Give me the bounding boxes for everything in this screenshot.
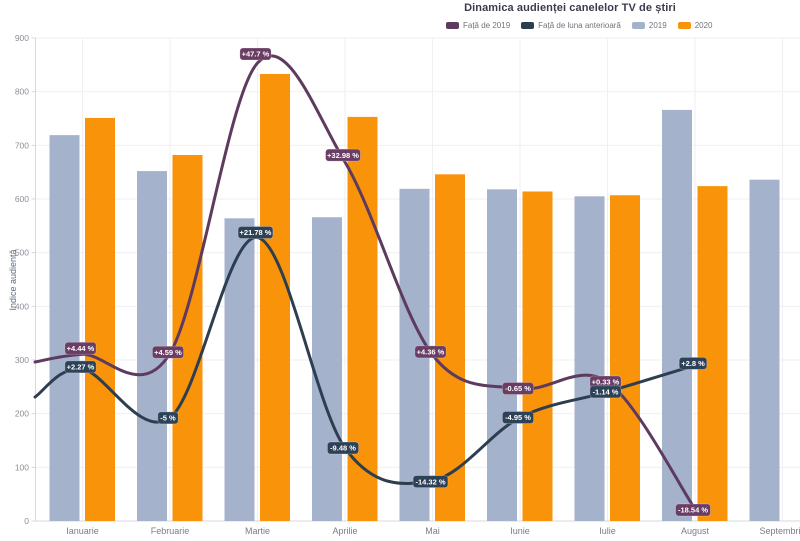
- svg-text:Septembrie: Septembrie: [759, 526, 800, 536]
- svg-text:200: 200: [15, 409, 29, 419]
- line-series-Față de 2019: [33, 54, 697, 511]
- svg-text:400: 400: [15, 301, 29, 311]
- legend-label: Față de 2019: [463, 21, 511, 30]
- y-axis-tick-labels: 0 100 200 300 400 500 600 700 800 900: [15, 33, 29, 526]
- svg-text:100: 100: [15, 462, 29, 472]
- data-label-badge: [157, 411, 179, 425]
- data-label-badge: [239, 47, 272, 61]
- bar-series-2019: [49, 109, 780, 522]
- svg-text:900: 900: [15, 33, 29, 43]
- bar-2020-August: [697, 186, 728, 521]
- bar-2019-Martie: [224, 218, 255, 521]
- bar-2020-Iunie: [522, 191, 553, 521]
- svg-text:600: 600: [15, 194, 29, 204]
- y-axis-title: Indice audiență: [8, 249, 18, 310]
- bar-2019-Septembrie: [749, 179, 780, 521]
- data-label-badge: [414, 345, 447, 359]
- svg-text:Iulie: Iulie: [599, 526, 616, 536]
- legend-swatch-orange-icon: [677, 22, 691, 29]
- data-label-text: -5 %: [160, 414, 176, 423]
- bar-2019-Iunie: [487, 189, 517, 521]
- bar-2019-Aprilie: [312, 217, 342, 521]
- legend-item-fata-de-2019[interactable]: Față de 2019: [446, 21, 510, 30]
- bar-2020-Martie: [260, 73, 290, 521]
- data-label-badge: [64, 341, 97, 355]
- data-label-text: +2.27 %: [67, 363, 95, 372]
- bar-2019-Ianuarie: [49, 135, 80, 522]
- svg-text:Ianuarie: Ianuarie: [66, 526, 99, 536]
- data-label-badge: [237, 226, 274, 239]
- data-label-text: -0.65 %: [505, 384, 531, 393]
- data-label-badge: [325, 148, 361, 162]
- chart-legend: Față de 2019 Față de luna anterioară 201…: [446, 21, 712, 30]
- data-label-text: +4.36 %: [417, 348, 445, 357]
- bar-2019-August: [662, 109, 692, 521]
- legend-item-fata-de-luna-anterioara[interactable]: Față de luna anterioară: [521, 21, 621, 30]
- data-label-text: -14.32 %: [415, 477, 445, 486]
- data-label-text: +4.59 %: [154, 348, 182, 357]
- data-label-text: +4.44 %: [67, 344, 95, 353]
- data-label-text: +47.7 %: [242, 50, 270, 59]
- bar-2019-Februarie: [137, 171, 167, 522]
- svg-text:0: 0: [24, 516, 29, 526]
- legend-item-2019[interactable]: 2019: [631, 21, 667, 30]
- data-label-badge: [152, 345, 184, 359]
- data-label-badges-Față de luna anterioară: +2.27 % -5 % +21.78 % -9.48 % -14.32 % -4.95 …: [64, 226, 708, 488]
- legend-label: 2019: [648, 21, 667, 30]
- data-label-badge: [502, 411, 534, 424]
- data-label-badge: [675, 503, 711, 517]
- legend-label: Față de luna anterioară: [538, 21, 621, 30]
- data-label-text: +21.78 %: [240, 228, 272, 237]
- bar-2020-Ianuarie: [85, 117, 115, 522]
- data-label-badge: [412, 475, 449, 488]
- svg-text:Martie: Martie: [245, 526, 270, 536]
- legend-swatch-purple-icon: [446, 22, 459, 29]
- svg-text:Februarie: Februarie: [151, 526, 190, 536]
- data-label-text: -4.95 %: [505, 413, 531, 422]
- data-label-text: +32.98 %: [327, 151, 359, 160]
- data-label-text: +2.8 %: [681, 359, 705, 368]
- data-label-text: -1.14 %: [593, 388, 619, 397]
- data-label-text: +0.33 %: [592, 378, 620, 387]
- legend-label: 2020: [694, 21, 713, 30]
- svg-text:Iunie: Iunie: [510, 526, 530, 536]
- svg-text:500: 500: [15, 248, 29, 258]
- svg-text:300: 300: [15, 355, 29, 365]
- bar-2019-Iulie: [574, 196, 605, 522]
- svg-text:Aprilie: Aprilie: [332, 526, 357, 536]
- data-label-text: -9.48 %: [330, 444, 356, 453]
- svg-text:800: 800: [15, 87, 29, 97]
- data-label-badge: [589, 385, 622, 399]
- legend-swatch-slate-icon: [631, 22, 645, 29]
- svg-text:700: 700: [15, 140, 29, 150]
- chart-title: Dinamica audienței canelelor TV de știri: [464, 2, 676, 14]
- data-label-badge: [327, 441, 359, 455]
- x-axis-category-labels: Ianuarie Februarie Martie Aprilie Mai Iunie Iu…: [66, 526, 800, 536]
- data-label-badges-Față de 2019: +4.44 % +4.59 % +47.7 % +32.98 % +4.36 % -0.6…: [64, 47, 711, 517]
- legend-swatch-navy-icon: [521, 22, 535, 29]
- svg-text:Mai: Mai: [425, 526, 440, 536]
- svg-text:August: August: [681, 526, 710, 536]
- bar-2020-Iulie: [610, 195, 640, 521]
- data-label-badge: [502, 382, 534, 395]
- line-series-Față de luna anterioară: [33, 236, 697, 485]
- bar-series-2020: [85, 73, 728, 522]
- data-label-text: -18.54 %: [678, 506, 708, 515]
- legend-item-2020[interactable]: 2020: [677, 21, 713, 30]
- data-label-badge: [678, 356, 708, 370]
- data-label-badge: [64, 360, 97, 374]
